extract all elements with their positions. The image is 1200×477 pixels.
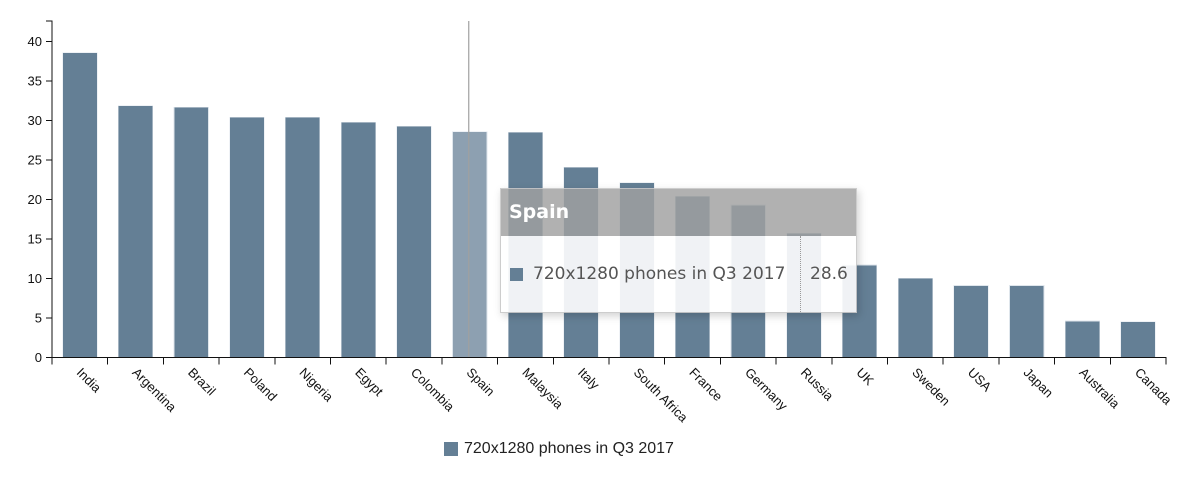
y-tick-label: 35: [28, 74, 42, 89]
legend-label: 720x1280 phones in Q3 2017: [464, 440, 674, 457]
y-tick-label: 5: [35, 310, 42, 325]
legend[interactable]: 720x1280 phones in Q3 2017: [444, 440, 674, 458]
y-tick-label: 25: [28, 153, 42, 168]
bar-japan[interactable]: [1009, 285, 1045, 358]
y-tick-label: 40: [28, 34, 42, 49]
tooltip-divider: [800, 236, 801, 312]
x-tick-label: USA: [965, 365, 995, 395]
bar-usa[interactable]: [953, 285, 989, 358]
bar-canada[interactable]: [1120, 321, 1156, 358]
x-tick-label: Brazil: [185, 365, 219, 399]
y-tick-label: 10: [28, 271, 42, 286]
y-tick-label: 15: [28, 231, 42, 246]
x-tick-label: Australia: [1076, 365, 1123, 412]
x-tick-label: Canada: [1132, 365, 1175, 408]
bar-colombia[interactable]: [396, 125, 432, 358]
tooltip-series-row: 720x1280 phones in Q3 2017: [510, 264, 785, 284]
x-tick-label: Spain: [464, 365, 498, 399]
y-axis-line: [46, 20, 53, 358]
x-tick-label: Japan: [1021, 365, 1057, 401]
legend-swatch: [444, 442, 458, 456]
bar-egypt[interactable]: [340, 121, 376, 358]
y-tick-label: 30: [28, 113, 42, 128]
x-tick-label: Italy: [575, 365, 603, 393]
x-tick-label: Russia: [798, 365, 837, 404]
x-tick-label: Colombia: [408, 365, 458, 415]
x-tick-label: Argentina: [129, 365, 180, 416]
bar-brazil[interactable]: [173, 106, 209, 358]
x-tick-label: Sweden: [909, 365, 953, 409]
x-tick-label: South Africa: [631, 365, 692, 426]
tooltip-body: 720x1280 phones in Q3 2017 28.6: [501, 236, 856, 312]
bar-australia[interactable]: [1064, 320, 1100, 358]
y-tick-label: 0: [35, 350, 42, 365]
x-tick-label: Egypt: [352, 365, 386, 399]
x-tick-label: Germany: [742, 365, 791, 414]
bar-spain[interactable]: [452, 131, 488, 358]
y-axis: 0 5 10 15 20 25 30 35 40: [28, 20, 53, 365]
bar-nigeria[interactable]: [285, 117, 321, 358]
tooltip-title: Spain: [501, 189, 856, 236]
tooltip-value: 28.6: [810, 264, 848, 284]
bars-group: [62, 52, 1156, 358]
x-tick-label: India: [74, 365, 105, 396]
tooltip: Spain 720x1280 phones in Q3 2017 28.6: [500, 188, 857, 313]
bar-poland[interactable]: [229, 117, 265, 358]
bar-india[interactable]: [62, 52, 98, 358]
x-axis: India Argentina Brazil Poland Nigeria Egypt Co…: [51, 356, 1175, 426]
bar-argentina[interactable]: [118, 105, 154, 358]
bar-sweden[interactable]: [897, 278, 933, 358]
x-tick-label: Nigeria: [297, 365, 337, 405]
x-tick-label: Poland: [241, 365, 280, 404]
x-tick-label: Malaysia: [519, 365, 566, 412]
tooltip-series-label: 720x1280 phones in Q3 2017: [533, 264, 786, 284]
y-tick-label: 20: [28, 192, 42, 207]
x-tick-label: UK: [854, 365, 878, 389]
x-tick-label: France: [686, 365, 725, 404]
tooltip-swatch: [510, 267, 523, 281]
